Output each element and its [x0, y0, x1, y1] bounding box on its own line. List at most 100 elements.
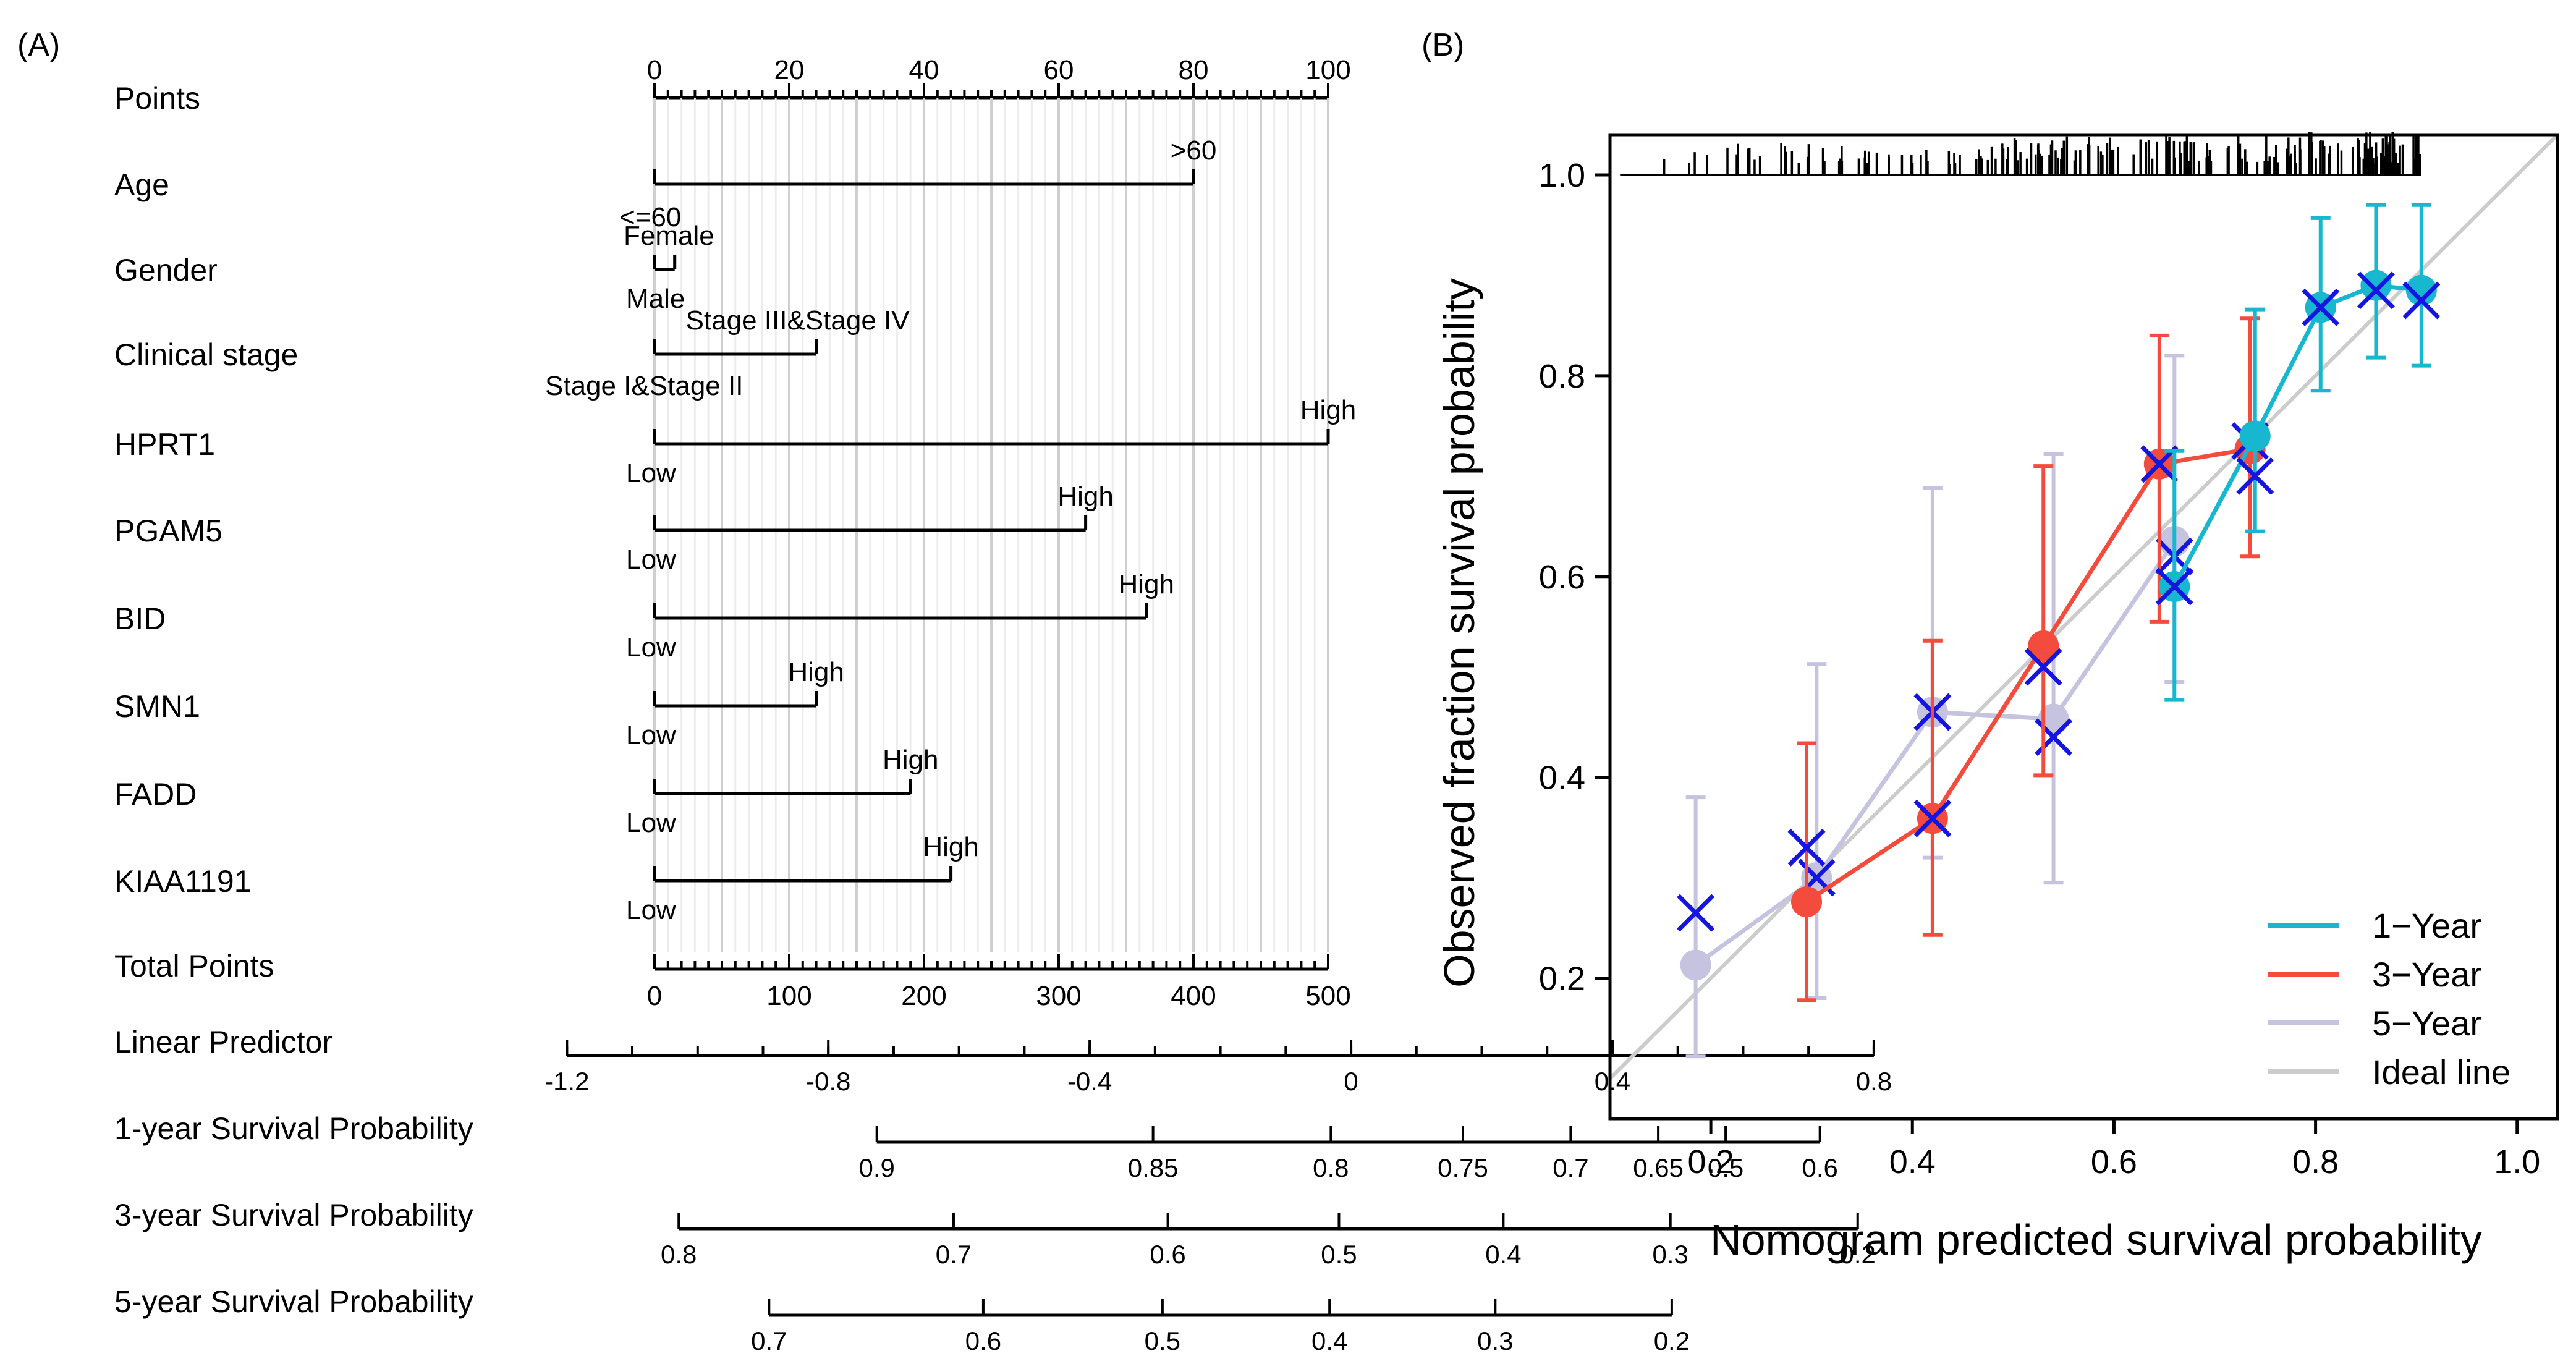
corrected-marker-3-year [1913, 799, 1952, 837]
series-line-3-year [1805, 447, 2251, 904]
scale-tick-label: 0.6 [1802, 1153, 1838, 1182]
legend-label: 3−Year [2372, 955, 2481, 994]
points-tick-label: 40 [909, 55, 939, 85]
points-tick-label: 60 [1044, 55, 1074, 85]
data-point-5-year [1680, 949, 1711, 981]
scale-tick-label: 0.5 [1708, 1153, 1743, 1182]
variable-level-high: High [788, 657, 844, 687]
data-point-1-year [2239, 420, 2271, 452]
variable-level-low: Low [626, 632, 676, 663]
variable-label: HPRT1 [114, 427, 215, 462]
data-point-1-year [2360, 269, 2392, 301]
scale-tick-label: 0.5 [1321, 1240, 1357, 1269]
panel-label-b: (B) [1421, 27, 1464, 63]
scale-tick-label: 0.7 [1553, 1153, 1588, 1182]
ideal-line [1610, 135, 2557, 1080]
variable-level-high: High [923, 832, 979, 862]
points-tick-label: 0 [647, 55, 662, 85]
points-axis-label: Points [114, 81, 200, 116]
points-tick-label: 100 [1305, 55, 1350, 85]
plot-frame [1608, 133, 2559, 1121]
variable-level-high: High [883, 745, 939, 775]
y-tick-label: 1.0 [1539, 157, 1585, 194]
variable-label: Clinical stage [114, 337, 298, 372]
variable-level-low: Low [626, 720, 676, 750]
scale-tick-label: 0.65 [1633, 1153, 1684, 1182]
total-points-tick-label: 400 [1171, 981, 1216, 1011]
scale-tick-label: -1.2 [544, 1067, 589, 1096]
legend-label: Ideal line [2372, 1053, 2510, 1091]
total-points-tick-label: 0 [647, 981, 662, 1011]
legend-label: 5−Year [2372, 1004, 2481, 1043]
scale-tick-label: -0.4 [1067, 1067, 1112, 1096]
variable-level-low: Low [626, 458, 676, 488]
series-line-1-year [2172, 283, 2422, 588]
variable-label: KIAA1191 [114, 864, 251, 899]
scale-tick-label: 0.8 [661, 1240, 697, 1269]
scale-tick-label: 0.8 [1313, 1153, 1349, 1182]
legend-label: 1−Year [2372, 906, 2481, 945]
points-tick-label: 80 [1179, 55, 1209, 85]
variable-label: FADD [114, 777, 197, 812]
scale-tick-label: 0.75 [1438, 1153, 1488, 1182]
total-points-tick-label: 300 [1036, 981, 1081, 1011]
total-points-tick-label: 100 [766, 981, 811, 1011]
x-tick-label: 0.2 [1688, 1143, 1734, 1180]
points-tick-label: 20 [774, 55, 805, 85]
scale-tick-label: 0.5 [1145, 1326, 1180, 1355]
scale-label: Linear Predictor [114, 1025, 333, 1059]
variable-level-high: High [1300, 395, 1357, 425]
x-tick-label: 1.0 [2494, 1143, 2540, 1180]
variable-level-high: >60 [1171, 135, 1217, 166]
scale-tick-label: 0.6 [965, 1326, 1001, 1355]
scale-label: 5-year Survival Probability [114, 1284, 473, 1319]
corrected-marker-3-year [2024, 648, 2062, 686]
x-axis-title: Nomogram predicted survival probability [1710, 1216, 2482, 1264]
legend: 1−Year 3−Year 5−Year Ideal line [2268, 906, 2510, 1091]
scale-tick-label: -0.8 [806, 1067, 850, 1096]
scale-tick-label: 0.4 [1595, 1067, 1630, 1096]
y-tick-label: 0.4 [1539, 760, 1585, 797]
scale-tick-label: 0.7 [936, 1240, 972, 1269]
x-tick-label: 0.6 [2091, 1143, 2137, 1180]
corrected-marker-1-year [2402, 281, 2441, 320]
variable-level-high: Stage III&Stage IV [686, 305, 910, 336]
variable-label: Age [114, 167, 169, 202]
variable-label: BID [114, 601, 166, 636]
y-tick-label: 0.2 [1539, 960, 1585, 998]
variable-label: PGAM5 [114, 514, 222, 548]
variable-label: SMN1 [114, 689, 200, 724]
scale-tick-label: 0.4 [1311, 1326, 1347, 1355]
total-points-label: Total Points [114, 949, 274, 983]
corrected-marker-1-year [2155, 567, 2193, 606]
data-point-3-year [2028, 630, 2059, 661]
y-tick-label: 0.6 [1539, 559, 1585, 596]
variable-label: Gender [114, 253, 218, 287]
scale-tick-label: 0.3 [1653, 1240, 1688, 1269]
nomogram-panel: Points 0 20 40 60 80 100 Age >60 <=60 Gender Female… [114, 55, 1892, 1355]
variable-level-low: Low [626, 545, 676, 575]
scale-tick-label: 0.85 [1128, 1153, 1179, 1182]
scale-tick-label: 0.8 [1856, 1067, 1892, 1096]
scale-label: 1-year Survival Probability [114, 1111, 473, 1146]
variable-level-low: Male [626, 284, 685, 314]
corrected-marker-3-year [1787, 828, 1826, 867]
corrected-marker-1-year [2236, 457, 2274, 495]
data-point-3-year [1791, 886, 1823, 918]
variable-level-high: High [1118, 569, 1174, 600]
corrected-marker-1-year [2302, 288, 2340, 326]
variable-level-low: <=60 [619, 202, 681, 232]
calibration-panel: 0.2 0.4 0.6 0.8 1.0 0.2 0.4 0.6 0.8 1.0 Nomogram p… [1435, 132, 2559, 1264]
y-axis-title: Observed fraction survival probability [1435, 278, 1483, 988]
variable-level-low: Low [626, 808, 676, 838]
scale-tick-label: 0.6 [1150, 1240, 1185, 1269]
total-points-tick-label: 200 [901, 981, 946, 1011]
scale-tick-label: 0.4 [1485, 1240, 1521, 1269]
x-tick-label: 0.4 [1889, 1143, 1936, 1180]
y-tick-label: 0.8 [1539, 358, 1585, 395]
x-tick-label: 0.8 [2292, 1143, 2339, 1180]
panel-label-a: (A) [17, 27, 60, 63]
scale-label: 3-year Survival Probability [114, 1198, 473, 1232]
variable-level-low: Low [626, 895, 676, 925]
